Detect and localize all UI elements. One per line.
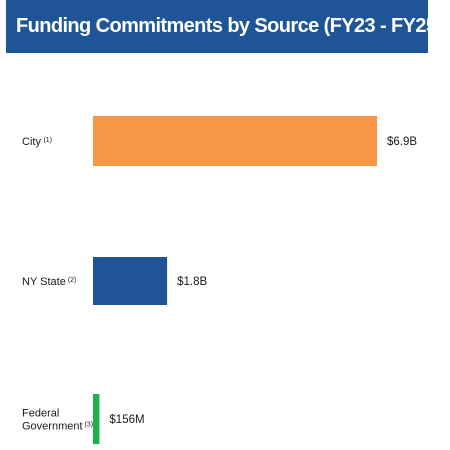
title-banner: Funding Commitments by Source (FY23 - FY… <box>6 0 443 53</box>
category-label-0-0: City <box>22 136 41 148</box>
category-label-1-0: NY State <box>22 276 66 288</box>
category-footnote-1: (2) <box>68 277 77 284</box>
value-label-2: $156M <box>109 414 144 426</box>
bar-2 <box>93 394 100 444</box>
chart-title: Funding Commitments by Source (FY23 - FY… <box>16 15 443 37</box>
category-footnote-0: (1) <box>43 137 52 144</box>
category-label-2-0: Federal <box>22 408 59 420</box>
value-label-0: $6.9B <box>387 136 417 148</box>
bar-0 <box>93 116 377 166</box>
category-label-2-1: Government <box>22 421 83 433</box>
value-label-1: $1.8B <box>177 276 207 288</box>
category-footnote-2: (3) <box>85 422 94 429</box>
bar-1 <box>93 257 168 305</box>
